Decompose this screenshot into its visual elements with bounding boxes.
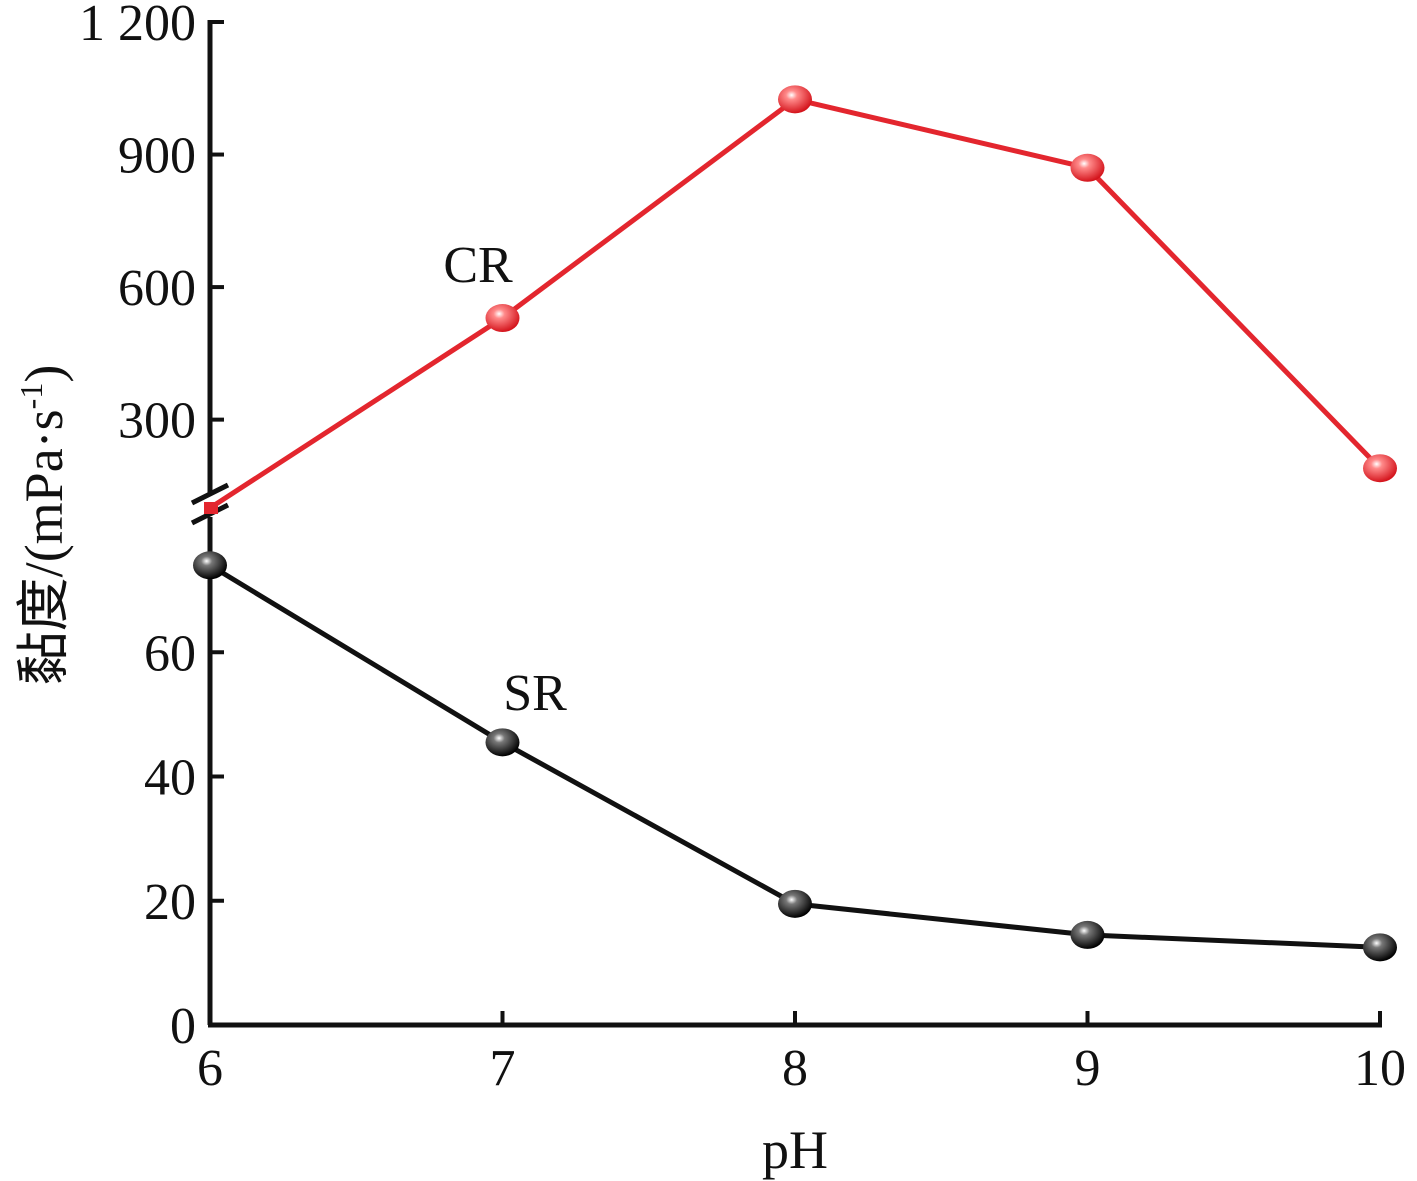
data-point-sr bbox=[778, 889, 812, 918]
y-tick-label: 60 bbox=[144, 625, 196, 682]
x-tick-label: 7 bbox=[490, 1040, 516, 1097]
y-axis-title-suffix: ) bbox=[14, 365, 74, 383]
series-layer bbox=[193, 85, 1397, 962]
series-label-sr: SR bbox=[503, 665, 567, 722]
x-tick-label: 6 bbox=[197, 1040, 223, 1097]
data-point-cr bbox=[485, 304, 520, 333]
y-tick-label: 1 200 bbox=[79, 0, 196, 52]
y-tick-label: 300 bbox=[118, 393, 196, 450]
data-point-cr bbox=[1363, 454, 1397, 483]
y-tick-label: 0 bbox=[170, 998, 196, 1055]
series-label-cr: CR bbox=[443, 237, 513, 294]
y-tick-label: 40 bbox=[144, 750, 196, 807]
data-point-cr bbox=[778, 85, 812, 114]
labels-layer: 6 7 8 9 10 300 600 900 1 200 0 20 40 60 CR SR bbox=[79, 0, 1406, 1097]
data-point-cr bbox=[204, 502, 218, 514]
x-tick-label: 9 bbox=[1075, 1040, 1101, 1097]
data-point-cr bbox=[1070, 153, 1105, 182]
x-tick-label: 8 bbox=[782, 1040, 808, 1097]
axes bbox=[190, 20, 1382, 1028]
y-axis-title: 黏度/(mPa·s-1) bbox=[13, 365, 74, 686]
data-point-sr bbox=[485, 728, 520, 757]
y-tick-label: 600 bbox=[118, 260, 196, 317]
y-tick-label: 20 bbox=[144, 874, 196, 931]
y-axis-title-superscript: -1 bbox=[13, 383, 49, 410]
axis-break-mark bbox=[190, 482, 230, 506]
data-point-sr bbox=[193, 551, 227, 580]
y-tick-label: 900 bbox=[118, 128, 196, 185]
data-point-sr bbox=[1363, 933, 1397, 962]
y-axis-title-main: 黏度/(mPa·s bbox=[14, 409, 74, 685]
x-axis-title: pH bbox=[762, 1120, 828, 1180]
data-point-sr bbox=[1070, 920, 1105, 949]
series-line-cr bbox=[208, 96, 1382, 511]
x-tick-label: 10 bbox=[1354, 1040, 1406, 1097]
